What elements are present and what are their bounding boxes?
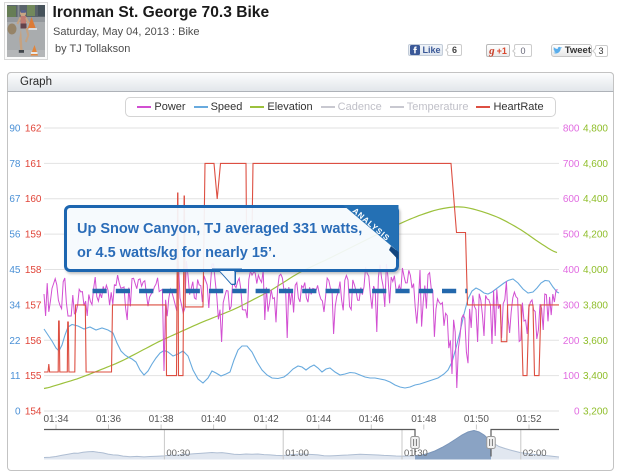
- svg-text:22: 22: [9, 336, 21, 347]
- svg-text:01:38: 01:38: [149, 414, 174, 425]
- svg-text:600: 600: [563, 194, 580, 205]
- svg-text:100: 100: [563, 371, 580, 382]
- svg-text:01:34: 01:34: [43, 414, 68, 425]
- svg-text:90: 90: [9, 124, 21, 135]
- svg-text:01:46: 01:46: [359, 414, 384, 425]
- svg-text:156: 156: [25, 336, 42, 347]
- svg-text:154: 154: [25, 407, 42, 418]
- svg-text:01:52: 01:52: [516, 414, 541, 425]
- svg-text:01:42: 01:42: [254, 414, 279, 425]
- svg-text:4,600: 4,600: [583, 159, 608, 170]
- svg-text:0: 0: [574, 407, 580, 418]
- svg-text:01:30: 01:30: [404, 448, 428, 459]
- svg-text:700: 700: [563, 159, 580, 170]
- svg-text:01:40: 01:40: [201, 414, 226, 425]
- svg-text:159: 159: [25, 230, 42, 241]
- svg-text:3,800: 3,800: [583, 300, 608, 311]
- svg-text:160: 160: [25, 194, 42, 205]
- svg-text:00:30: 00:30: [166, 448, 190, 459]
- svg-text:4,800: 4,800: [583, 124, 608, 135]
- svg-text:4,400: 4,400: [583, 194, 608, 205]
- svg-text:161: 161: [25, 159, 42, 170]
- svg-text:3,600: 3,600: [583, 336, 608, 347]
- svg-text:67: 67: [9, 194, 21, 205]
- svg-text:56: 56: [9, 230, 21, 241]
- svg-text:4,000: 4,000: [583, 265, 608, 276]
- svg-text:02:00: 02:00: [523, 448, 547, 459]
- svg-text:500: 500: [563, 230, 580, 241]
- svg-text:78: 78: [9, 159, 21, 170]
- svg-text:45: 45: [9, 265, 21, 276]
- svg-text:158: 158: [25, 265, 42, 276]
- svg-text:11: 11: [10, 371, 21, 382]
- svg-text:01:48: 01:48: [411, 414, 436, 425]
- svg-text:01:50: 01:50: [464, 414, 489, 425]
- svg-text:4,200: 4,200: [583, 230, 608, 241]
- svg-text:800: 800: [563, 124, 580, 135]
- svg-text:01:44: 01:44: [306, 414, 331, 425]
- svg-text:01:36: 01:36: [96, 414, 121, 425]
- svg-text:155: 155: [25, 371, 42, 382]
- svg-text:300: 300: [563, 300, 580, 311]
- svg-text:400: 400: [563, 265, 580, 276]
- svg-text:3,400: 3,400: [583, 371, 608, 382]
- svg-text:01:00: 01:00: [285, 448, 309, 459]
- svg-text:157: 157: [25, 300, 42, 311]
- svg-text:200: 200: [563, 336, 580, 347]
- svg-text:0: 0: [15, 407, 21, 418]
- svg-text:34: 34: [9, 300, 21, 311]
- svg-text:3,200: 3,200: [583, 407, 608, 418]
- svg-text:162: 162: [25, 124, 42, 135]
